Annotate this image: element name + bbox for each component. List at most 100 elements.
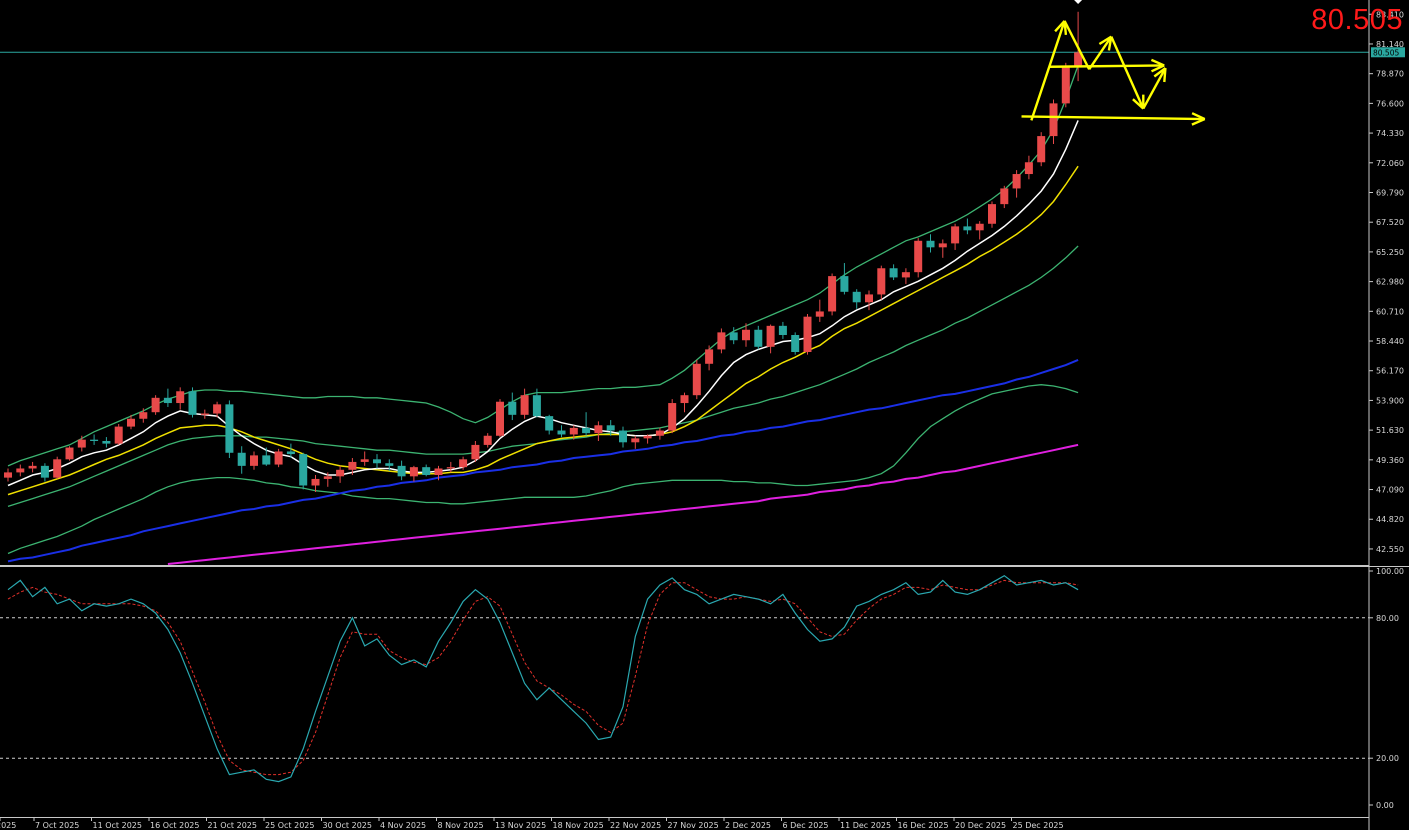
date-label: 2 Dec 2025 (725, 821, 771, 830)
candle-body (926, 240, 935, 248)
candle-body (4, 472, 12, 478)
price-tick-label: 69.790 (1376, 188, 1404, 197)
candlesticks (4, 0, 1083, 493)
candle-body (286, 451, 295, 455)
candle-body (791, 334, 800, 353)
date-label: 11 Oct 2025 (93, 821, 142, 830)
price-tick-label: 42.550 (1376, 545, 1404, 554)
candle-body (28, 465, 37, 469)
candle-body (975, 223, 984, 231)
oscillator-main-line (7, 574, 1079, 783)
candle-body (742, 329, 750, 341)
candle-body (582, 427, 591, 434)
price-tick-label: 72.060 (1376, 159, 1404, 168)
candle-body (828, 276, 837, 312)
oscillator-signal-line (7, 579, 1079, 776)
arrow-up-4 (1142, 67, 1167, 110)
support-line-arrow-head (1191, 112, 1206, 126)
candle-body (397, 465, 406, 477)
candle-body (557, 430, 566, 435)
candle-body (778, 325, 787, 335)
candle-body (877, 268, 886, 295)
path-down-1 (1063, 20, 1091, 70)
candle-body (77, 439, 86, 448)
candle-body (951, 226, 960, 244)
magenta-moving-average (167, 443, 1079, 565)
current-price-display: 80.505 (1311, 4, 1403, 36)
price-tick-label: 62.980 (1376, 278, 1404, 287)
candle-body (311, 478, 320, 486)
support-line-arrow (1021, 115, 1205, 121)
candle-body (1074, 52, 1083, 67)
candle-body (692, 363, 701, 396)
bollinger-upper (7, 65, 1079, 467)
date-label: 22 Nov 2025 (610, 821, 661, 830)
date-label: 21 Oct 2025 (208, 821, 257, 830)
price-tick-label: 83.410 (1376, 10, 1404, 19)
candle-body (766, 325, 775, 347)
date-label: 18 Nov 2025 (553, 821, 604, 830)
resistance-line-arrow-head (1150, 58, 1165, 73)
date-label: 30 Oct 2025 (323, 821, 372, 830)
candle-body (532, 395, 541, 417)
price-tick-label: 65.250 (1376, 248, 1404, 257)
candle-body (729, 332, 738, 341)
white-moving-average (7, 120, 1079, 487)
price-tick-label: 60.710 (1376, 307, 1404, 316)
date-label: 16 Oct 2025 (150, 821, 199, 830)
candle-body (471, 444, 480, 460)
candle-body (619, 430, 627, 443)
candle-body (40, 465, 49, 478)
price-tick-label: 58.440 (1376, 337, 1404, 346)
candle-body (668, 403, 677, 431)
candle-body (938, 243, 947, 248)
candle-body (299, 454, 308, 486)
candle-body (409, 467, 418, 477)
arrow-down-3 (1110, 36, 1145, 110)
candle-body (705, 349, 714, 364)
candle-body (90, 439, 99, 441)
candle-body (225, 404, 234, 453)
candle-body (496, 401, 504, 436)
candle-body (508, 401, 517, 415)
moving-averages (7, 120, 1079, 565)
price-tick-label: 49.360 (1376, 456, 1404, 465)
candle-body (520, 395, 529, 415)
candle-body (901, 272, 910, 278)
osc-tick-label: 20.00 (1376, 754, 1399, 763)
stochastic-oscillator-pane[interactable] (0, 574, 1369, 783)
candle-body (483, 435, 492, 445)
date-label: 2025 (0, 821, 16, 830)
candle-body (16, 468, 25, 473)
resistance-line-arrow (1049, 64, 1165, 68)
arrow-up-2 (1088, 35, 1113, 71)
candle-body (1000, 188, 1009, 205)
candle-body (188, 391, 197, 415)
date-label: 8 Nov 2025 (438, 821, 484, 830)
candle-body (754, 329, 763, 347)
candle-body (963, 226, 972, 231)
price-tick-label: 76.600 (1376, 99, 1404, 108)
candle-body (163, 397, 172, 404)
price-tick-label: 51.630 (1376, 426, 1404, 435)
date-label: 7 Oct 2025 (35, 821, 79, 830)
price-tick-label: 81.140 (1376, 40, 1404, 49)
candle-body (1024, 162, 1033, 175)
candle-body (1012, 174, 1021, 189)
candle-body (803, 316, 812, 353)
candle-body (237, 452, 246, 466)
yellow-moving-average (7, 165, 1079, 496)
current-price-tag (1371, 47, 1405, 58)
candle-body (569, 427, 578, 435)
candle-body (213, 404, 222, 414)
candle-body (914, 240, 923, 273)
yellow-projection-arrows (1021, 20, 1206, 126)
candle-body (631, 438, 640, 443)
candle-body (1061, 66, 1070, 104)
date-label: 25 Dec 2025 (1013, 821, 1064, 830)
candle-body (446, 467, 455, 469)
candle-body (1049, 103, 1058, 137)
bollinger-middle (7, 245, 1079, 508)
